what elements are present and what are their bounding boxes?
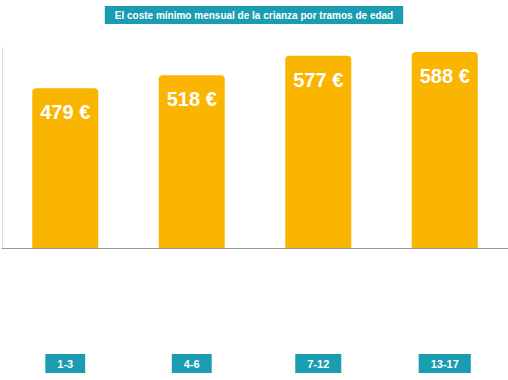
- svg-text:577 €: 577 €: [293, 69, 343, 91]
- svg-text:1-3: 1-3: [57, 358, 73, 370]
- svg-text:518 €: 518 €: [167, 88, 217, 110]
- svg-text:13-17: 13-17: [431, 358, 459, 370]
- svg-text:7-12: 7-12: [307, 358, 329, 370]
- svg-text:588 €: 588 €: [420, 65, 470, 87]
- svg-text:El coste mínimo mensual de la: El coste mínimo mensual de la crianza po…: [115, 10, 393, 21]
- svg-text:4-6: 4-6: [184, 358, 200, 370]
- svg-text:479 €: 479 €: [40, 101, 90, 123]
